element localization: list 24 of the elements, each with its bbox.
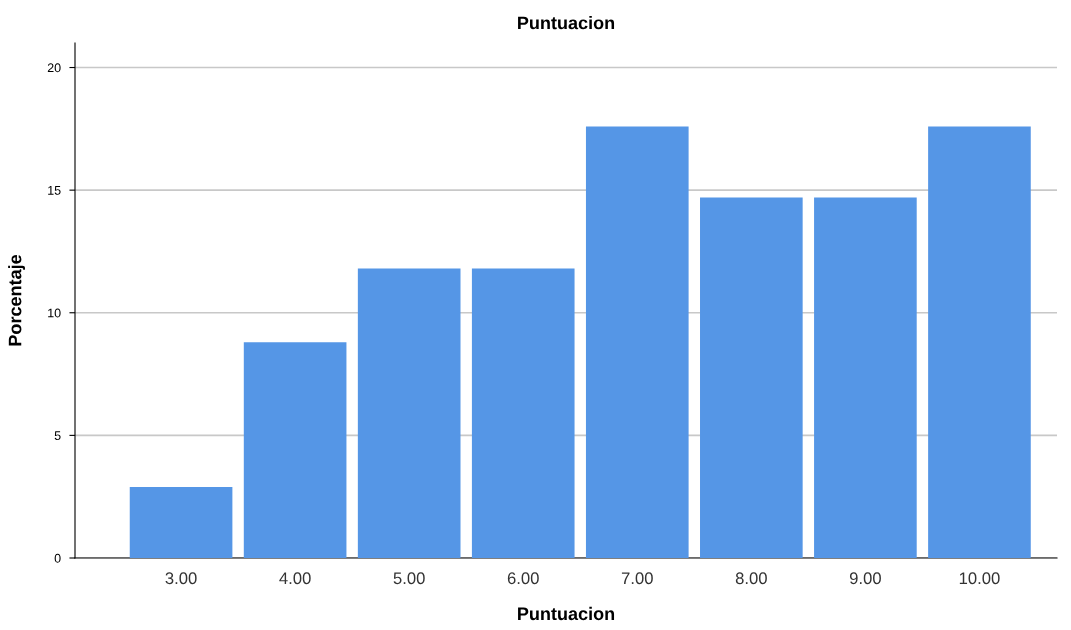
x-tick-label: 4.00 bbox=[279, 572, 311, 585]
bar bbox=[928, 126, 1031, 558]
x-axis-title: Puntuacion bbox=[518, 606, 615, 621]
y-tick-label: 15 bbox=[48, 186, 61, 195]
bar bbox=[129, 486, 233, 558]
y-tick-label: 10 bbox=[48, 308, 61, 318]
x-tick-label: 8.00 bbox=[735, 572, 767, 585]
x-tick-label: 7.00 bbox=[621, 572, 653, 585]
bar bbox=[700, 197, 803, 558]
bar bbox=[471, 268, 575, 558]
x-tick-label: 10.00 bbox=[959, 572, 1000, 585]
bar bbox=[357, 268, 461, 558]
y-tick-label: 5 bbox=[54, 431, 61, 441]
y-axis-title: Porcentaje bbox=[8, 254, 25, 346]
bar bbox=[814, 197, 917, 558]
x-tick-label: 3.00 bbox=[165, 572, 197, 585]
chart-title: Puntuacion bbox=[518, 16, 615, 30]
x-tick-label: 5.00 bbox=[393, 572, 425, 585]
y-tick-label: 20 bbox=[47, 63, 61, 73]
bar bbox=[585, 126, 689, 558]
y-tick-label: 0 bbox=[54, 553, 61, 563]
bar bbox=[243, 342, 347, 558]
x-tick-label: 9.00 bbox=[849, 572, 881, 585]
x-tick-label: 6.00 bbox=[507, 572, 539, 585]
